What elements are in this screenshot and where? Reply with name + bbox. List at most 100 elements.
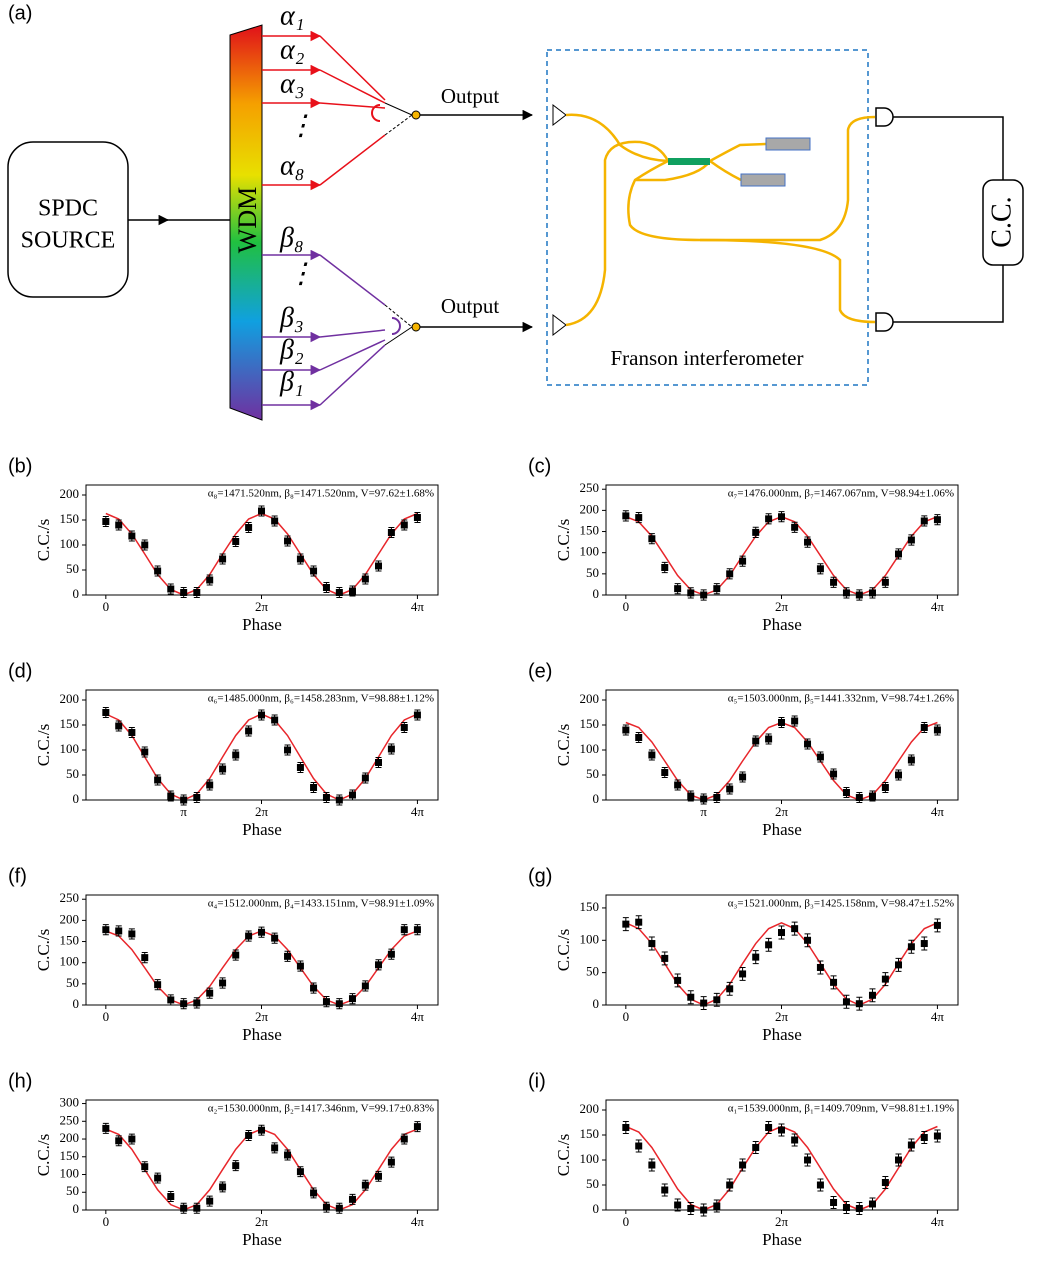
data-point bbox=[881, 1179, 889, 1186]
y-tick-label: 150 bbox=[580, 716, 600, 731]
data-point bbox=[739, 1161, 747, 1169]
data-point bbox=[375, 759, 383, 766]
data-point bbox=[284, 746, 292, 754]
x-tick-label: 4π bbox=[931, 1009, 945, 1024]
x-tick-label: 4π bbox=[411, 804, 425, 819]
x-tick-label: 4π bbox=[931, 599, 945, 614]
y-axis-label: C.C./s bbox=[34, 929, 53, 972]
y-axis-label: C.C./s bbox=[554, 1134, 573, 1177]
y-tick-label: 0 bbox=[593, 586, 600, 601]
beam-splitter bbox=[668, 158, 710, 165]
data-point bbox=[361, 982, 369, 990]
data-point bbox=[245, 1131, 253, 1139]
data-point bbox=[180, 1204, 188, 1212]
data-point bbox=[726, 985, 734, 993]
data-point bbox=[765, 515, 773, 523]
data-point bbox=[413, 514, 421, 521]
data-point bbox=[400, 926, 408, 934]
x-tick-label: 4π bbox=[931, 1214, 945, 1229]
alpha-label: ⋮ bbox=[287, 110, 315, 141]
y-tick-label: 0 bbox=[73, 1201, 80, 1216]
data-point bbox=[713, 1202, 721, 1210]
data-point bbox=[258, 928, 266, 936]
alpha-label: α₃ bbox=[280, 68, 304, 99]
x-axis-label: Phase bbox=[242, 1025, 282, 1044]
data-point bbox=[193, 1204, 201, 1212]
data-point bbox=[830, 770, 838, 778]
y-tick-label: 200 bbox=[580, 691, 600, 706]
data-point bbox=[154, 981, 162, 989]
data-point bbox=[895, 550, 903, 558]
data-point bbox=[245, 932, 253, 940]
data-point bbox=[895, 771, 903, 779]
data-point bbox=[868, 589, 876, 597]
data-point bbox=[816, 1181, 824, 1189]
data-point bbox=[635, 918, 643, 926]
data-point bbox=[661, 1186, 669, 1194]
y-tick-label: 100 bbox=[580, 544, 600, 559]
data-point bbox=[855, 794, 863, 801]
data-point bbox=[219, 765, 227, 773]
plot-frame bbox=[85, 894, 439, 1006]
data-point bbox=[648, 1161, 656, 1169]
alpha-label: α₈ bbox=[280, 150, 304, 181]
data-point bbox=[322, 1203, 330, 1211]
data-point bbox=[296, 764, 304, 771]
y-tick-label: 50 bbox=[586, 964, 599, 979]
data-point bbox=[687, 792, 695, 800]
detector bbox=[875, 107, 894, 127]
data-point bbox=[296, 1168, 304, 1176]
data-point bbox=[219, 1183, 227, 1191]
fit-curve bbox=[625, 1125, 938, 1211]
y-tick-label: 0 bbox=[593, 791, 600, 806]
data-point bbox=[895, 1156, 903, 1164]
data-point bbox=[622, 726, 630, 734]
y-tick-label: 50 bbox=[586, 1176, 599, 1191]
data-point bbox=[933, 726, 941, 734]
data-point bbox=[791, 717, 799, 725]
data-point bbox=[842, 998, 850, 1006]
data-point bbox=[726, 1181, 734, 1189]
alpha-label: α₂ bbox=[280, 34, 305, 65]
fit-curve bbox=[105, 512, 418, 596]
data-point bbox=[296, 555, 304, 563]
data-point bbox=[322, 998, 330, 1006]
data-point bbox=[361, 1181, 369, 1189]
chart-title: α₂=1530.000nm, β₂=1417.346nm, V=99.17±0.… bbox=[208, 1103, 434, 1115]
data-point bbox=[284, 952, 292, 960]
y-tick-label: 50 bbox=[66, 561, 79, 576]
coupler bbox=[552, 103, 567, 127]
data-point bbox=[726, 785, 734, 793]
y-tick-label: 100 bbox=[580, 1151, 600, 1166]
data-point bbox=[310, 567, 318, 575]
panel-label: (c) bbox=[528, 455, 551, 477]
data-point bbox=[674, 585, 682, 593]
source-label: SPDC bbox=[38, 196, 98, 222]
data-point bbox=[700, 795, 708, 803]
data-point bbox=[622, 512, 630, 520]
data-point bbox=[102, 1124, 110, 1132]
data-point bbox=[271, 1144, 279, 1152]
data-point bbox=[907, 756, 915, 764]
coupler bbox=[552, 313, 567, 337]
x-tick-label: 2π bbox=[775, 1009, 789, 1024]
data-point bbox=[258, 711, 266, 719]
data-point bbox=[193, 589, 201, 596]
data-point bbox=[622, 1124, 630, 1131]
x-axis-label: Phase bbox=[242, 615, 282, 634]
data-point bbox=[361, 575, 369, 583]
data-point bbox=[661, 954, 669, 962]
data-point bbox=[232, 1162, 240, 1170]
panel-label: (b) bbox=[8, 455, 32, 477]
cable bbox=[893, 116, 1004, 180]
x-tick-label: π bbox=[180, 804, 187, 819]
data-point bbox=[920, 517, 928, 525]
x-tick-label: 2π bbox=[255, 804, 269, 819]
data-point bbox=[713, 794, 721, 801]
data-point bbox=[635, 514, 643, 522]
wdm bbox=[229, 24, 263, 421]
data-point bbox=[648, 751, 656, 759]
data-point bbox=[791, 1136, 799, 1144]
x-axis-label: Phase bbox=[762, 1230, 802, 1249]
y-axis-label: C.C./s bbox=[554, 519, 573, 562]
